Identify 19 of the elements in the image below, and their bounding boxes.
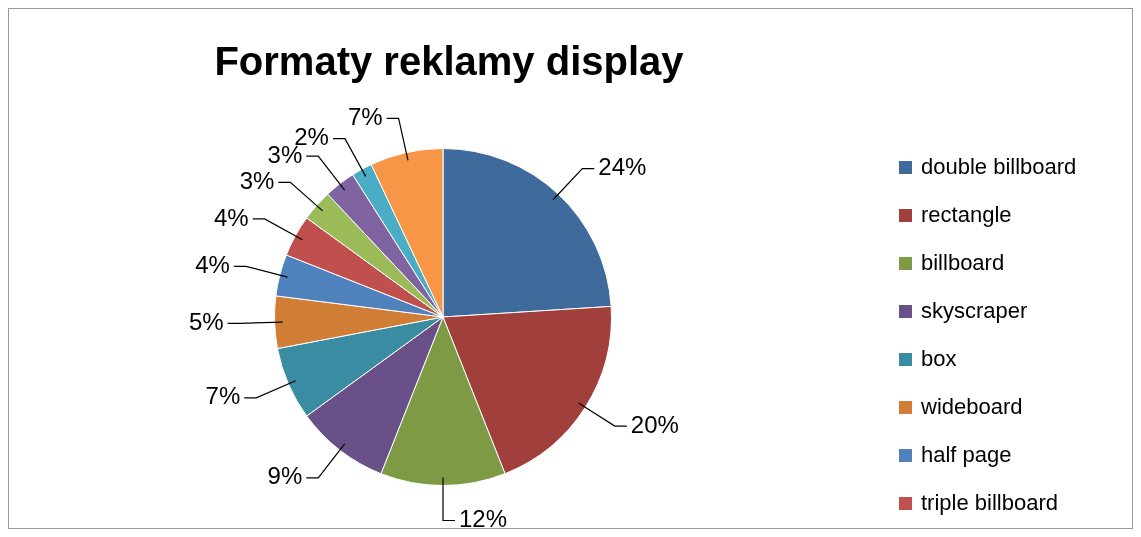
data-label: 5%: [188, 308, 224, 336]
legend-label: wideboard: [921, 394, 1023, 420]
legend-label: half page: [921, 442, 1012, 468]
data-label: 3%: [239, 167, 275, 195]
legend-label: billboard: [921, 250, 1005, 276]
legend-label: double billboard: [921, 154, 1077, 180]
data-label: 12%: [459, 505, 508, 533]
data-label: 7%: [347, 103, 383, 131]
data-label: 4%: [213, 203, 249, 231]
legend-label: rectangle: [921, 202, 1012, 228]
data-label: 7%: [205, 382, 241, 410]
legend-label: skyscraper: [921, 298, 1028, 324]
chart-title: Formaty reklamy display: [213, 39, 685, 84]
data-label: 24%: [598, 153, 647, 181]
data-label: 20%: [630, 410, 679, 438]
legend-label: box: [921, 346, 957, 372]
data-label: 9%: [267, 462, 303, 490]
legend-label: triple billboard: [921, 490, 1058, 516]
data-label: 4%: [195, 251, 230, 279]
